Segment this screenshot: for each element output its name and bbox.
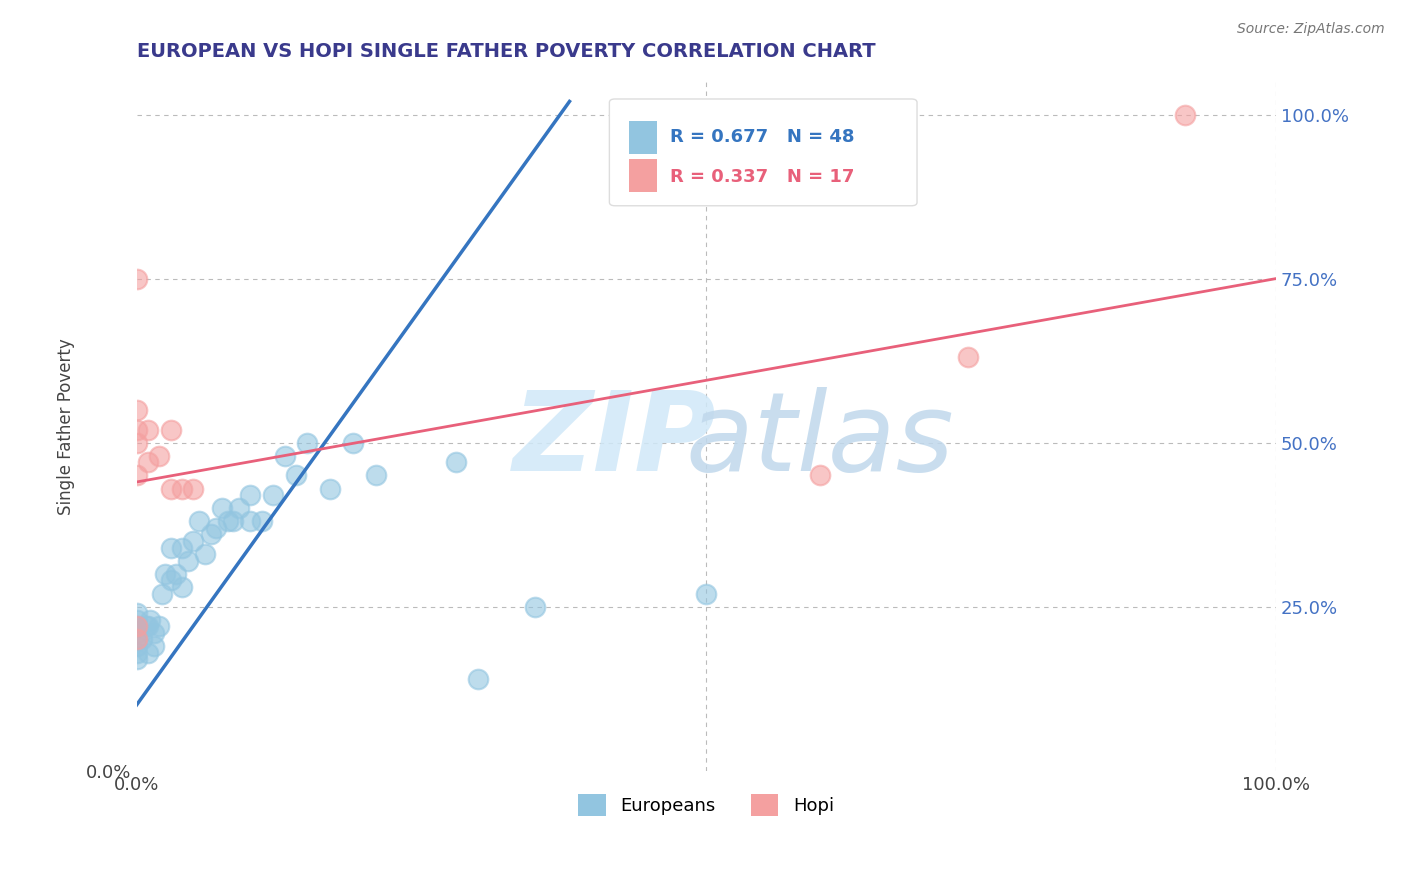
Point — [217, 514, 239, 528]
Point — [524, 599, 547, 614]
Legend: Europeans, Hopi: Europeans, Hopi — [571, 788, 841, 823]
Point — [239, 514, 262, 528]
Point — [285, 468, 308, 483]
Point — [131, 632, 153, 647]
Point — [125, 435, 148, 450]
Point — [148, 619, 170, 633]
Point — [125, 619, 148, 633]
Point — [148, 449, 170, 463]
Point — [695, 586, 717, 600]
Point — [205, 521, 228, 535]
Point — [239, 488, 262, 502]
Point — [125, 632, 148, 647]
Point — [467, 672, 489, 686]
Text: ZIP: ZIP — [513, 386, 717, 493]
Point — [444, 455, 467, 469]
Point — [188, 514, 211, 528]
Point — [125, 646, 148, 660]
Point — [183, 534, 205, 549]
Point — [319, 482, 342, 496]
Point — [153, 566, 176, 581]
Point — [125, 632, 148, 647]
Point — [136, 423, 159, 437]
Point — [297, 435, 319, 450]
Point — [957, 351, 980, 365]
Point — [222, 514, 245, 528]
FancyBboxPatch shape — [628, 121, 657, 154]
Point — [125, 423, 148, 437]
Point — [125, 271, 148, 285]
Point — [159, 541, 181, 555]
Point — [172, 482, 194, 496]
Point — [125, 606, 148, 620]
Text: atlas: atlas — [686, 386, 955, 493]
Point — [808, 468, 831, 483]
Point — [142, 639, 165, 653]
Point — [125, 619, 148, 633]
Text: R = 0.337   N = 17: R = 0.337 N = 17 — [669, 168, 855, 186]
Point — [250, 514, 273, 528]
Point — [211, 501, 233, 516]
Point — [125, 402, 148, 417]
Point — [172, 580, 194, 594]
Point — [342, 435, 364, 450]
Point — [172, 541, 194, 555]
Point — [177, 554, 200, 568]
Point — [125, 652, 148, 666]
Point — [194, 547, 217, 561]
Point — [125, 613, 148, 627]
Point — [135, 619, 157, 633]
Point — [159, 482, 181, 496]
Point — [150, 586, 173, 600]
Point — [125, 639, 148, 653]
FancyBboxPatch shape — [628, 159, 657, 192]
Point — [1174, 107, 1197, 121]
Point — [125, 468, 148, 483]
Point — [125, 626, 148, 640]
Point — [142, 626, 165, 640]
Point — [273, 449, 295, 463]
Point — [136, 619, 159, 633]
Point — [136, 646, 159, 660]
FancyBboxPatch shape — [609, 99, 917, 206]
Text: R = 0.677   N = 48: R = 0.677 N = 48 — [669, 128, 855, 146]
Point — [183, 482, 205, 496]
Point — [165, 566, 187, 581]
Point — [200, 527, 222, 541]
Point — [228, 501, 250, 516]
Point — [364, 468, 387, 483]
Text: Source: ZipAtlas.com: Source: ZipAtlas.com — [1237, 22, 1385, 37]
Point — [159, 574, 181, 588]
Point — [808, 107, 831, 121]
Point — [159, 423, 181, 437]
Point — [139, 613, 162, 627]
Point — [136, 455, 159, 469]
Y-axis label: Single Father Poverty: Single Father Poverty — [58, 338, 75, 515]
Text: EUROPEAN VS HOPI SINGLE FATHER POVERTY CORRELATION CHART: EUROPEAN VS HOPI SINGLE FATHER POVERTY C… — [136, 42, 875, 61]
Point — [262, 488, 284, 502]
